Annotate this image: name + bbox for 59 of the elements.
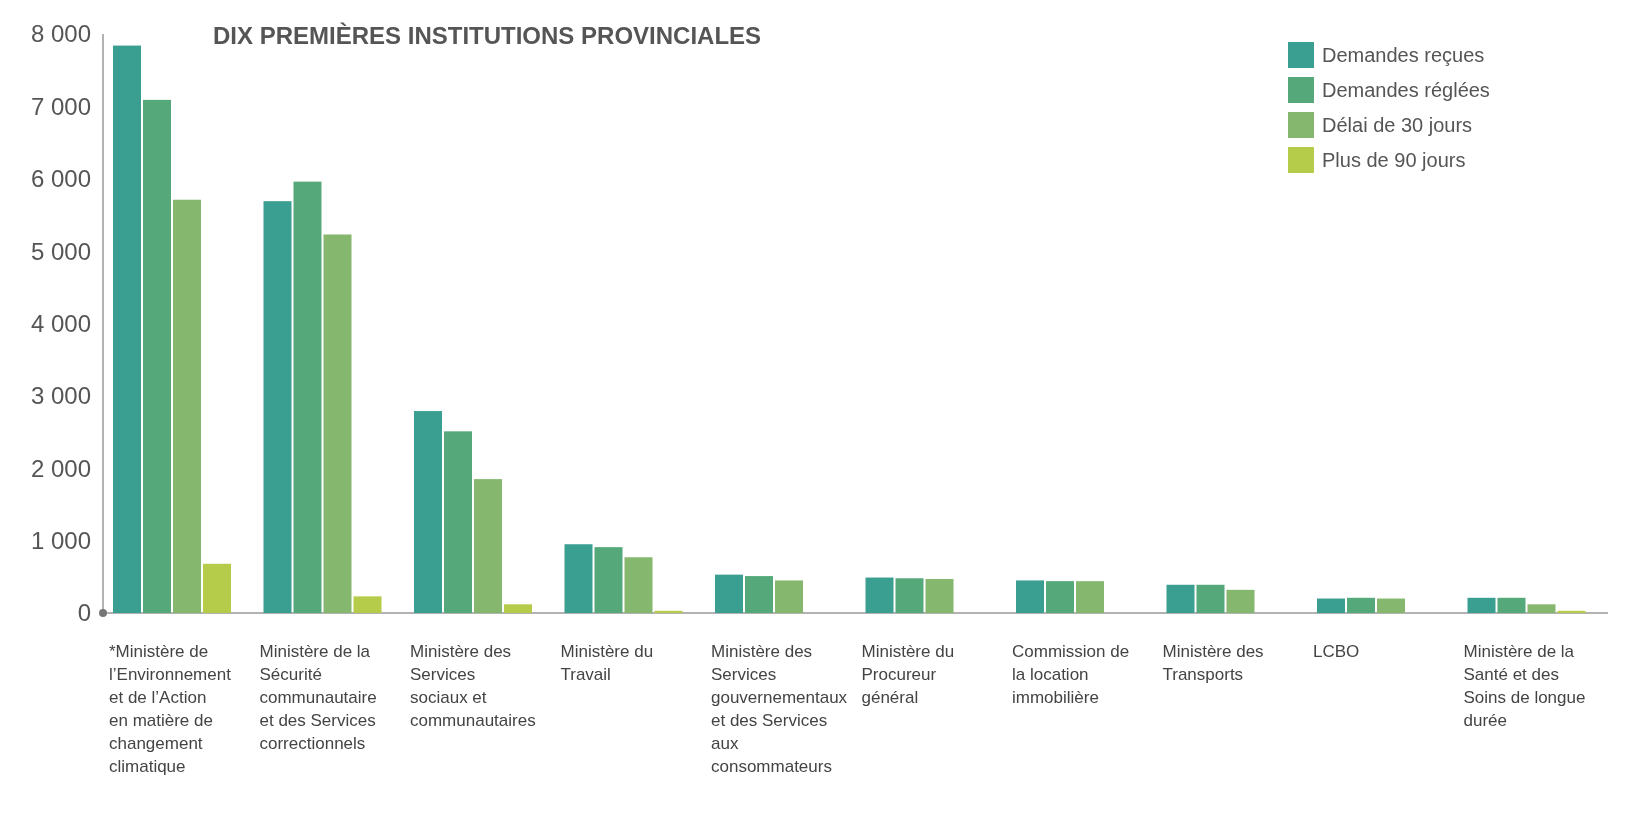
bar: [1196, 584, 1225, 613]
y-tick-label: 1 000: [30, 527, 91, 555]
bar: [564, 544, 593, 613]
bar: [624, 557, 653, 613]
bar: [1076, 581, 1104, 613]
x-tick-label: Ministère de la Sécurité communautaire et des Services correctionnels: [259, 642, 377, 753]
chart-title: DIX PREMIÈRES INSTITUTIONS PROVINCIALES: [213, 22, 762, 49]
bar: [715, 574, 743, 613]
bar: [504, 604, 532, 613]
bar: [263, 201, 292, 613]
x-tick-label: Ministère du Procureur général: [861, 642, 955, 707]
bar: [143, 99, 171, 613]
bar: [1377, 598, 1405, 613]
bar: [1226, 589, 1255, 613]
bar: [113, 45, 141, 613]
y-tick-label: 4 000: [30, 309, 91, 337]
x-tick-label: Ministère du Travail: [560, 642, 654, 684]
bar: [1557, 610, 1586, 613]
x-tick-label: *Ministère de l’Environnement et de l’Action en matière de changement climatique: [109, 642, 232, 776]
y-tick-label: 7 000: [30, 92, 91, 120]
bar: [745, 576, 773, 613]
bar: [414, 411, 442, 613]
y-tick-label: 8 000: [30, 20, 91, 48]
legend-label: Plus de 90 jours: [1322, 149, 1466, 171]
x-tick-label: Ministère de la Santé et des Soins de longue durée: [1463, 642, 1586, 730]
bar: [654, 610, 683, 613]
bar: [1467, 597, 1496, 613]
bar: [293, 181, 322, 613]
bar: [323, 234, 352, 613]
x-tick-label: Ministère des Services sociaux et communautaires: [410, 642, 536, 730]
bar: [895, 578, 924, 613]
bar: [1046, 581, 1074, 613]
y-tick-label: 2 000: [30, 454, 91, 482]
bar: [1527, 604, 1556, 613]
x-tick-label: Ministère des Services gouvernementaux et des Services aux consommateurs: [711, 642, 848, 776]
bar: [865, 577, 894, 613]
y-tick-label: 5 000: [30, 237, 91, 265]
x-tick-label: Ministère des Transports: [1162, 642, 1264, 684]
bar: [444, 431, 472, 613]
y-tick-label: 0: [77, 599, 91, 627]
bar: [353, 596, 382, 613]
bar: [775, 580, 803, 613]
bar: [1497, 597, 1526, 613]
bar: [1317, 598, 1345, 613]
bar: [203, 563, 231, 613]
bar: [1166, 584, 1195, 613]
bar: [1347, 597, 1375, 613]
bar: [474, 479, 502, 613]
x-tick-label: Commission de la location immobilière: [1012, 642, 1130, 707]
y-tick-label: 3 000: [30, 382, 91, 410]
legend-label: Délai de 30 jours: [1322, 114, 1473, 136]
legend-label: Demandes reçues: [1322, 44, 1485, 66]
bar: [1016, 580, 1044, 613]
legend-label: Demandes réglées: [1322, 79, 1490, 101]
bar: [594, 547, 623, 613]
x-tick-label: LCBO: [1313, 642, 1360, 661]
bar: [925, 578, 954, 613]
bar: [173, 199, 201, 613]
y-tick-label: 6 000: [30, 165, 91, 193]
